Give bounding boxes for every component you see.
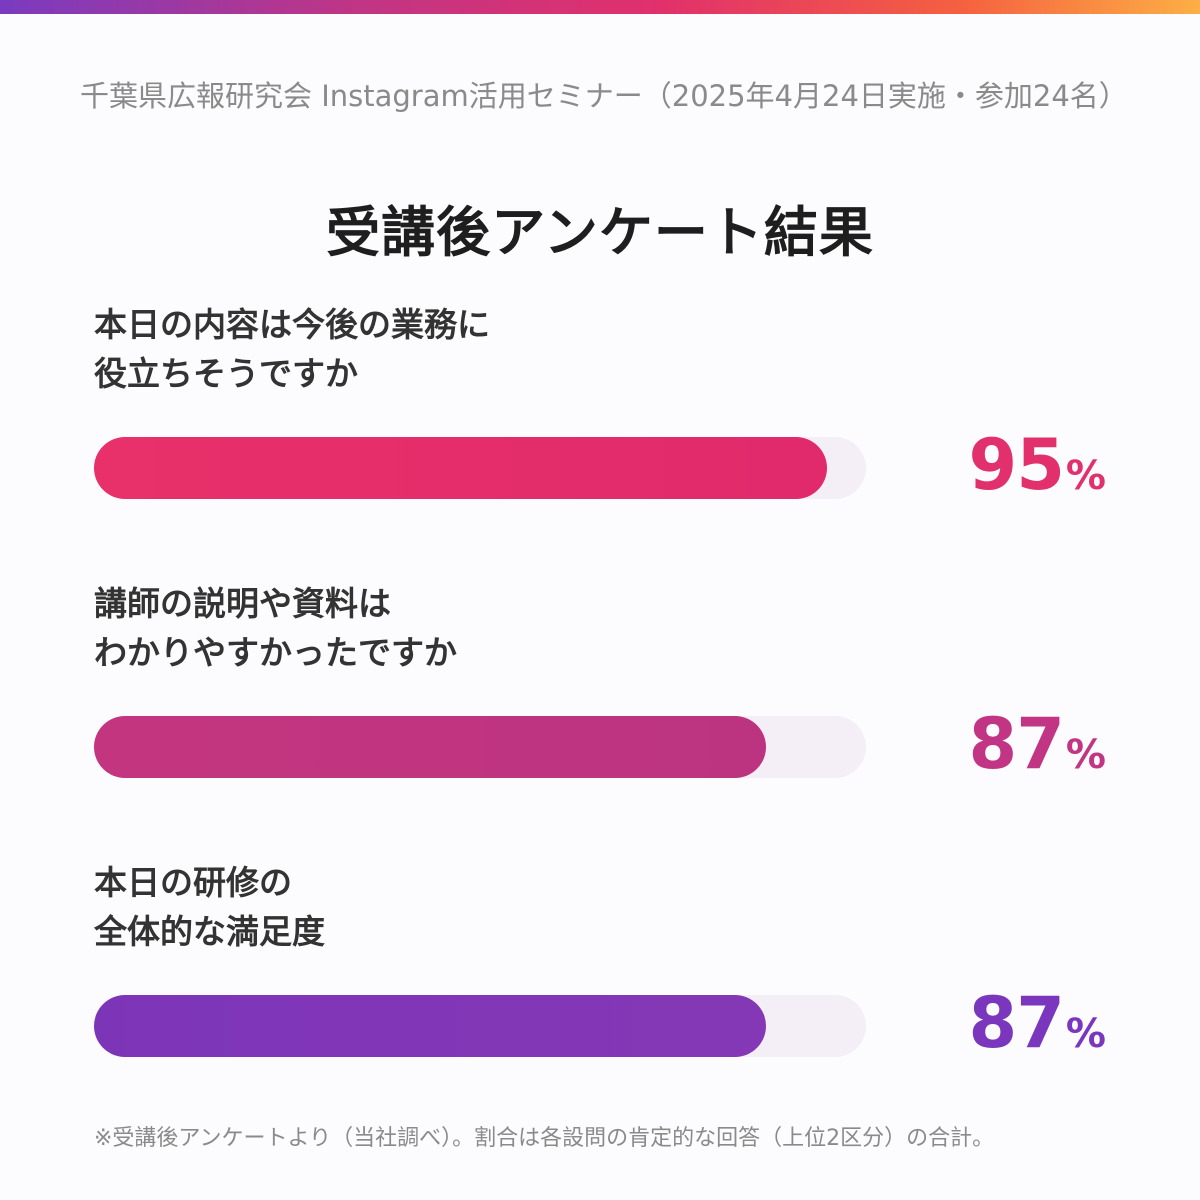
percent-value-2: 87 xyxy=(968,703,1065,785)
percent-unit-3: % xyxy=(1065,1011,1106,1057)
bar-fill-1 xyxy=(94,437,828,499)
percent-unit-2: % xyxy=(1065,732,1106,778)
question-3-line-1: 本日の研修の xyxy=(94,863,292,902)
bar-track-3 xyxy=(94,995,866,1057)
percent-unit-1: % xyxy=(1065,453,1106,499)
bar-fill-3 xyxy=(94,995,766,1057)
question-2-line-2: わかりやすかったですか xyxy=(94,633,457,672)
footnote: ※受講後アンケートより（当社調べ）。割合は各設問の肯定的な回答（上位2区分）の合… xyxy=(94,1126,995,1151)
question-1-line-1: 本日の内容は今後の業務に xyxy=(94,305,490,344)
gradient-top-bar xyxy=(0,0,1200,14)
bar-track-2 xyxy=(94,716,866,778)
question-label-2: 講師の説明や資料は わかりやすかったですか xyxy=(94,579,794,677)
question-label-1: 本日の内容は今後の業務に 役立ちそうですか xyxy=(94,300,794,398)
bar-fill-2 xyxy=(94,716,766,778)
page-title: 受講後アンケート結果 xyxy=(326,201,874,264)
question-label-3: 本日の研修の 全体的な満足度 xyxy=(94,858,794,956)
percent-label-3: 87% xyxy=(846,982,1107,1064)
percent-label-1: 95% xyxy=(846,424,1107,506)
bar-track-1 xyxy=(94,437,866,499)
percent-value-3: 87 xyxy=(968,982,1065,1064)
question-1-line-2: 役立ちそうですか xyxy=(94,354,358,393)
subtitle: 千葉県広報研究会 Instagram活用セミナー（2025年4月24日実施・参加… xyxy=(80,79,1128,113)
question-2-line-1: 講師の説明や資料は xyxy=(94,584,391,623)
percent-value-1: 95 xyxy=(968,424,1065,506)
percent-label-2: 87% xyxy=(846,703,1107,785)
question-3-line-2: 全体的な満足度 xyxy=(94,912,325,951)
